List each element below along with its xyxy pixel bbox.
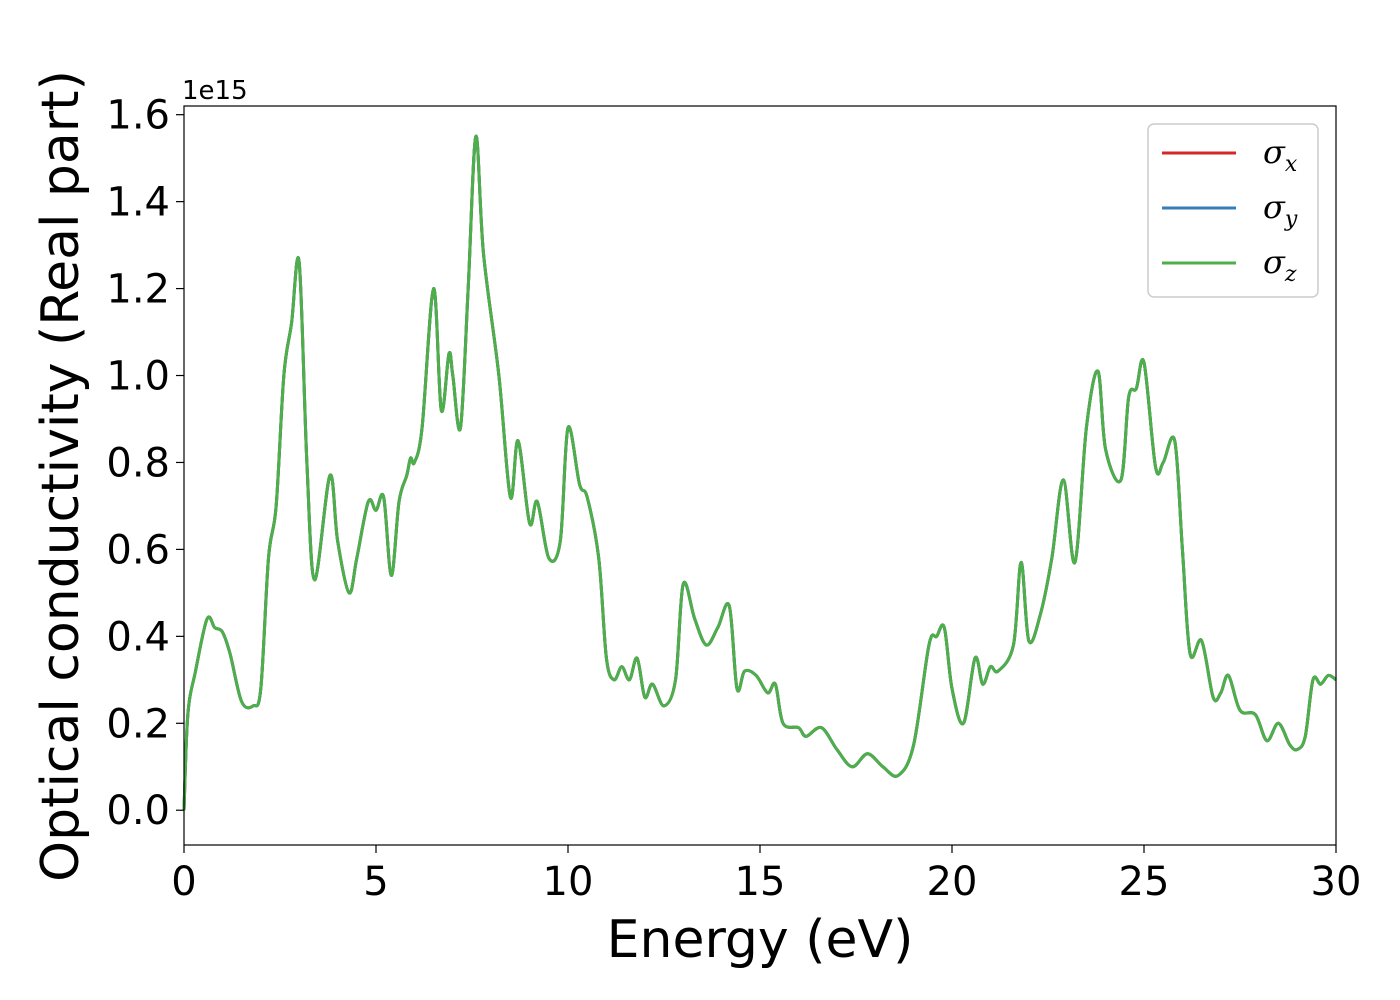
x-axis-ticks: 0 5 10 15 20 25 30 (171, 845, 1361, 905)
y-tick-label: 0.2 (106, 701, 170, 747)
y-tick-label: 1.0 (106, 354, 170, 400)
y-tick-label: 1.4 (106, 180, 170, 226)
x-tick-label: 0 (171, 859, 196, 905)
x-tick-label: 15 (735, 859, 786, 905)
legend-box (1147, 123, 1319, 298)
x-tick-label: 20 (927, 859, 978, 905)
series-line-z (182, 134, 1337, 811)
y-tick-label: 0.0 (106, 788, 170, 834)
x-tick-label: 5 (363, 859, 388, 905)
x-tick-label: 25 (1119, 859, 1170, 905)
x-axis-title: Energy (eV) (607, 910, 914, 970)
y-tick-label: 0.4 (106, 614, 170, 660)
series-layer (182, 134, 1337, 811)
y-tick-label: 0.6 (106, 527, 170, 573)
x-tick-label: 30 (1311, 859, 1362, 905)
y-offset-label: 1e15 (182, 76, 248, 106)
x-tick-label: 10 (543, 859, 594, 905)
y-tick-label: 0.8 (106, 440, 170, 486)
y-axis-ticks: 0.0 0.2 0.4 0.6 0.8 1.0 1.2 1.4 1.6 (106, 93, 184, 834)
y-axis-title: Optical conductivity (Real part) (31, 70, 91, 882)
y-tick-label: 1.6 (106, 93, 170, 139)
y-tick-label: 1.2 (106, 267, 170, 313)
